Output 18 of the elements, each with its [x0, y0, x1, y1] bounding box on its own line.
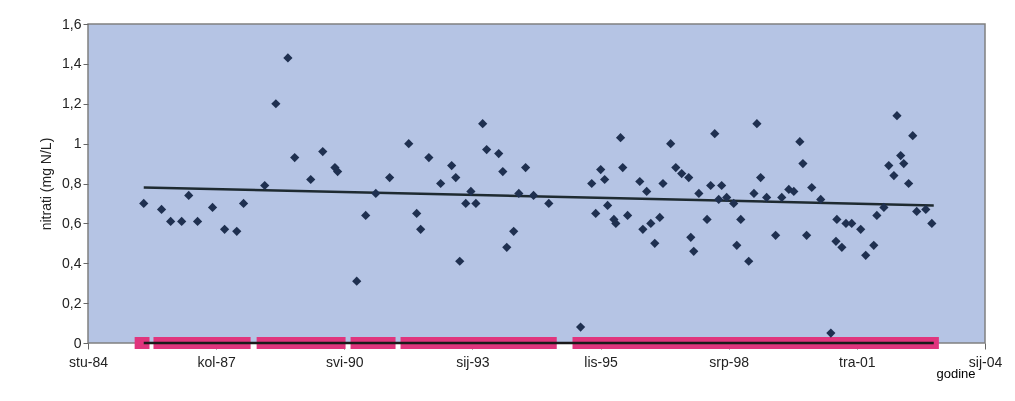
x-tick-label: sij-04 — [968, 353, 1003, 370]
x-tick-label: lis-95 — [584, 353, 619, 370]
y-tick-label: 0,6 — [62, 214, 82, 231]
y-tick-label: 0,2 — [62, 294, 82, 311]
y-tick-label: 0 — [73, 334, 82, 351]
y-tick-label: 1,4 — [62, 55, 82, 72]
y-tick-label: 1,2 — [62, 95, 82, 112]
x-tick-label: kol-87 — [197, 353, 236, 370]
y-axis-title: nitrati (mg N/L) — [38, 137, 55, 231]
y-tick-label: 1,6 — [62, 15, 82, 32]
x-tick-label: tra-01 — [839, 353, 876, 370]
x-tick-label: srp-98 — [709, 353, 750, 370]
y-tick-label: 1 — [73, 135, 82, 152]
y-tick-label: 0,4 — [62, 254, 82, 271]
y-tick-label: 0,8 — [62, 175, 82, 191]
x-tick-label: stu-84 — [69, 353, 109, 370]
x-tick-label: svi-90 — [326, 353, 364, 370]
x-tick-label: sij-93 — [456, 353, 490, 370]
